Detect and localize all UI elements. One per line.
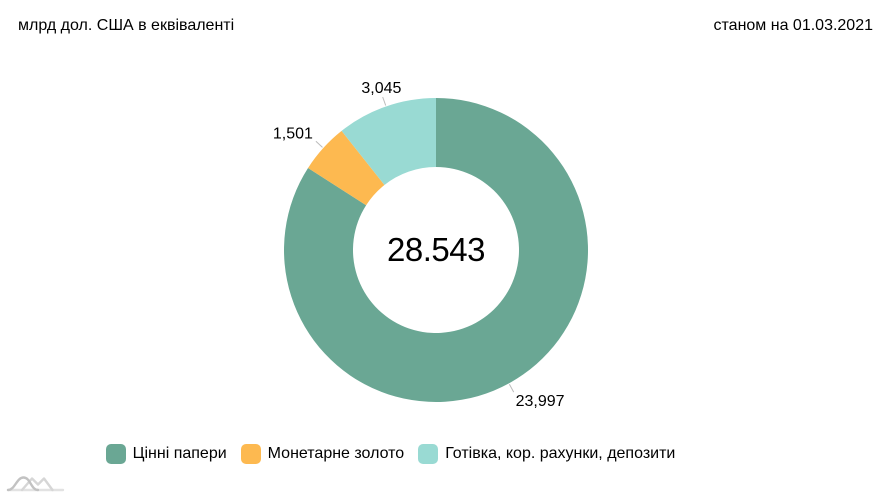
chart-title: млрд дол. США в еквіваленті [18, 17, 235, 34]
legend-item[interactable]: Готівка, кор. рахунки, депозити [418, 444, 675, 464]
amcharts-logo-icon[interactable] [5, 468, 71, 496]
legend-swatch[interactable] [105, 444, 126, 464]
leader-line [315, 140, 323, 148]
donut-slice[interactable] [308, 130, 385, 206]
chart-header: млрд дол. США в еквіваленті станом на 01… [18, 17, 873, 35]
legend-item[interactable]: Монетарне золото [240, 444, 405, 464]
as-of-date-label: станом на 01.03.2021 [713, 17, 873, 34]
slice-value-label: 1,501 [273, 126, 313, 143]
donut-center-value: 28.543 [387, 231, 485, 268]
donut-slices [284, 97, 589, 402]
legend-swatch[interactable] [240, 444, 261, 464]
donut-slice-labels: 23,997 1,501 3,045 [273, 80, 565, 410]
donut-slice[interactable] [341, 98, 436, 185]
slice-value-label: 3,045 [361, 80, 401, 97]
legend-label: Готівка, кор. рахунки, депозити [445, 445, 676, 462]
leader-line [508, 383, 515, 393]
legend-label: Цінні папери [132, 445, 227, 462]
legend: Цінні папери Монетарне золото Готівка, кор… [0, 444, 891, 464]
legend-swatch[interactable] [418, 444, 439, 464]
legend-label: Монетарне золото [267, 445, 405, 462]
slice-value-label: 23,997 [516, 393, 565, 410]
legend-item[interactable]: Цінні папери [105, 444, 227, 464]
leader-line [382, 96, 387, 106]
donut-slice[interactable] [284, 97, 589, 402]
